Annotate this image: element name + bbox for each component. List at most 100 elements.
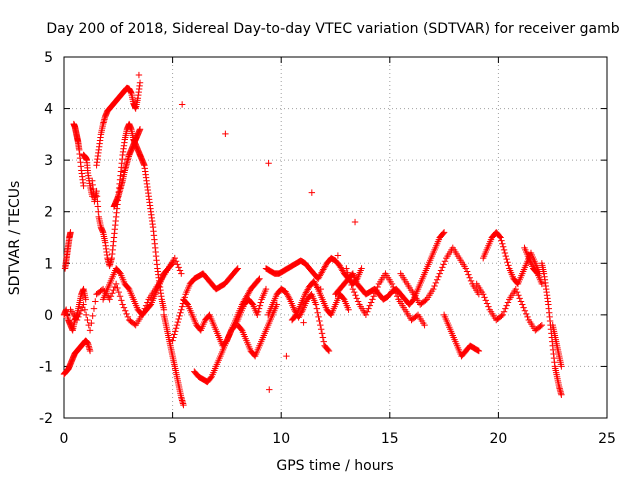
data-point-dense bbox=[175, 315, 182, 323]
data-point-dense bbox=[334, 252, 342, 259]
data-point-dense bbox=[374, 283, 381, 291]
data-point-dense bbox=[107, 293, 115, 300]
y-tick-label: -2 bbox=[39, 411, 53, 427]
x-axis-label: GPS time / hours bbox=[276, 458, 393, 474]
data-point-dense bbox=[176, 312, 183, 320]
data-point-dense bbox=[537, 323, 544, 330]
data-point bbox=[106, 296, 113, 303]
data-point bbox=[173, 321, 181, 329]
x-tick-label: 25 bbox=[598, 431, 616, 447]
data-point bbox=[351, 218, 359, 226]
data-point bbox=[254, 311, 261, 319]
data-point bbox=[462, 265, 470, 272]
data-point-dense bbox=[172, 258, 180, 265]
data-point bbox=[358, 265, 365, 272]
data-point-dense bbox=[124, 313, 132, 321]
data-point-dense bbox=[177, 309, 184, 316]
data-point-dense bbox=[172, 328, 179, 335]
data-point-dense bbox=[348, 281, 355, 289]
data-point bbox=[345, 306, 352, 313]
data-point-dense bbox=[347, 277, 354, 285]
data-point-dense bbox=[318, 330, 326, 337]
y-axis-label: SDTVAR / TECUs bbox=[7, 181, 23, 296]
data-point-dense bbox=[174, 261, 181, 268]
data-point-dense bbox=[92, 298, 99, 305]
data-point-dense bbox=[170, 334, 177, 341]
data-point-dense bbox=[255, 305, 263, 312]
data-point-dense bbox=[373, 286, 380, 294]
data-point-dense bbox=[308, 189, 316, 196]
data-point-dense bbox=[285, 294, 293, 302]
data-point-dense bbox=[435, 273, 442, 280]
data-point-dense bbox=[474, 347, 482, 354]
data-point-dense bbox=[175, 264, 182, 271]
y-tick-label: 1 bbox=[44, 256, 53, 272]
data-point-dense bbox=[140, 308, 147, 315]
data-point-dense bbox=[504, 259, 511, 266]
data-point-dense bbox=[481, 294, 488, 301]
data-point-dense bbox=[513, 288, 521, 296]
data-point-dense bbox=[463, 268, 471, 275]
data-point-dense bbox=[371, 289, 379, 297]
data-point bbox=[262, 285, 270, 293]
data-point-dense bbox=[116, 293, 124, 300]
data-point bbox=[440, 229, 448, 236]
data-point bbox=[558, 391, 565, 398]
data-point-dense bbox=[144, 299, 151, 306]
data-point bbox=[436, 270, 443, 277]
data-point-dense bbox=[521, 307, 529, 314]
data-point-dense bbox=[496, 233, 503, 240]
data-point-dense bbox=[516, 295, 523, 302]
data-point-dense bbox=[265, 160, 272, 167]
data-point bbox=[343, 265, 350, 272]
data-point-dense bbox=[520, 304, 527, 311]
x-tick-label: 20 bbox=[489, 431, 507, 447]
data-point-dense bbox=[515, 292, 522, 299]
data-point-dense bbox=[178, 303, 186, 310]
data-point-dense bbox=[300, 319, 307, 326]
data-point bbox=[67, 229, 74, 236]
data-point-dense bbox=[524, 313, 531, 321]
data-point-dense bbox=[431, 282, 438, 290]
data-point-dense bbox=[499, 240, 506, 247]
data-point bbox=[479, 291, 487, 298]
data-point-dense bbox=[367, 299, 375, 306]
data-point bbox=[180, 401, 187, 409]
data-point bbox=[538, 321, 546, 329]
data-point bbox=[512, 285, 519, 293]
data-point-dense bbox=[120, 304, 128, 311]
data-point-dense bbox=[82, 311, 90, 319]
data-point-dense bbox=[89, 312, 96, 320]
plot-frame bbox=[63, 56, 608, 419]
data-point-dense bbox=[257, 299, 264, 306]
data-point-dense bbox=[90, 305, 98, 312]
data-point bbox=[86, 327, 94, 334]
data-point-dense bbox=[109, 289, 116, 297]
y-tick-label: -1 bbox=[39, 359, 53, 375]
data-point bbox=[558, 363, 565, 370]
data-point-dense bbox=[498, 312, 505, 320]
data-point bbox=[171, 254, 178, 262]
x-axis-ticks: 0 5 10 15 20 25 bbox=[60, 57, 616, 447]
data-point-dense bbox=[437, 267, 445, 274]
y-tick-label: 5 bbox=[44, 50, 53, 66]
data-point-dense bbox=[499, 243, 507, 250]
data-point-dense bbox=[313, 305, 321, 312]
data-point bbox=[388, 280, 396, 288]
data-point-dense bbox=[88, 319, 95, 327]
data-point-dense bbox=[352, 292, 359, 299]
data-point-dense bbox=[440, 230, 447, 237]
data-point-dense bbox=[390, 283, 397, 291]
data-point bbox=[317, 321, 324, 329]
data-point bbox=[178, 306, 185, 313]
data-point-dense bbox=[174, 318, 182, 326]
data-point bbox=[349, 285, 357, 293]
data-point-dense bbox=[432, 279, 440, 287]
data-point-dense bbox=[314, 284, 321, 291]
data-point-dense bbox=[433, 276, 441, 283]
data-point-dense bbox=[354, 298, 362, 305]
data-point-dense bbox=[123, 310, 130, 318]
data-point-dense bbox=[317, 285, 324, 293]
data-point-dense bbox=[482, 297, 490, 304]
